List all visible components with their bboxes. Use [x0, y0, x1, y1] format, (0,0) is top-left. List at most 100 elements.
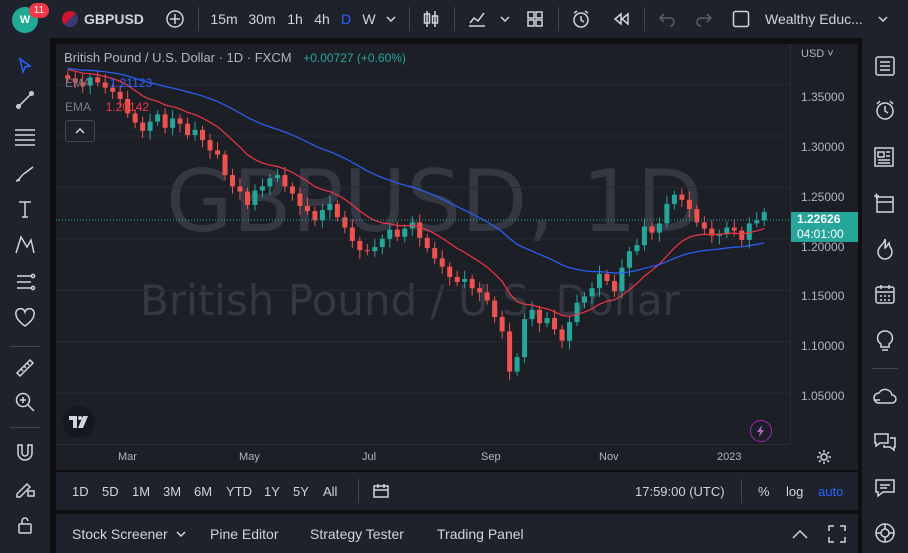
- legend-title[interactable]: British Pound / U.S. Dollar · 1D · FXCM: [64, 50, 292, 65]
- layout-selector[interactable]: Wealthy Educ...: [732, 0, 872, 38]
- lock-tool[interactable]: [0, 508, 50, 542]
- pattern-tool[interactable]: [0, 228, 50, 262]
- quick-action-button[interactable]: [750, 420, 772, 442]
- streams-button[interactable]: [862, 377, 908, 417]
- compare-button[interactable]: [162, 0, 188, 38]
- range-5d[interactable]: 5D: [102, 483, 119, 499]
- strategy-tester-tab[interactable]: Strategy Tester: [310, 525, 404, 542]
- chevron-down-icon: [500, 16, 510, 22]
- ideas-button[interactable]: [862, 321, 908, 361]
- help-button[interactable]: [862, 513, 908, 553]
- watchlist-button[interactable]: [862, 46, 908, 86]
- range-3m[interactable]: 3M: [163, 483, 182, 499]
- range-bar: 1D 5D 1M 3M 6M YTD 1Y 5Y All 17:59:00 (U…: [56, 472, 858, 510]
- redo-button[interactable]: [691, 0, 717, 38]
- stock-screener-tab[interactable]: Stock Screener: [72, 514, 186, 553]
- time-axis[interactable]: Mar May Jul Sep Nov 2023: [56, 444, 790, 470]
- interval-15m[interactable]: 15m: [210, 11, 238, 27]
- go-to-date-button[interactable]: [372, 472, 390, 510]
- candle: [499, 317, 505, 332]
- hotlists-button[interactable]: [862, 229, 908, 269]
- candle: [656, 223, 662, 233]
- candle: [72, 78, 78, 83]
- tradingview-logo[interactable]: [63, 406, 95, 438]
- price-axis[interactable]: USD ˅ 1.35000 1.30000 1.25000 1.20000 1.…: [790, 44, 858, 444]
- candle: [110, 87, 116, 92]
- range-ytd[interactable]: YTD: [226, 483, 252, 499]
- cursor-tool[interactable]: [0, 49, 50, 83]
- magnet-tool[interactable]: [0, 435, 50, 469]
- drawing-mode-tool[interactable]: [0, 471, 50, 505]
- candle: [125, 98, 131, 114]
- range-6m[interactable]: 6M: [194, 483, 213, 499]
- candle: [222, 154, 228, 176]
- measure-tool[interactable]: [0, 351, 50, 385]
- clock-timezone[interactable]: 17:59:00 (UTC): [635, 483, 725, 499]
- range-1y[interactable]: 1Y: [264, 483, 280, 499]
- brush-tool[interactable]: [0, 157, 50, 191]
- prediction-tool[interactable]: [0, 265, 50, 299]
- alert-button[interactable]: [568, 0, 594, 38]
- price-chart[interactable]: GBPUSD, 1D British Pound / U.S. Dollar: [56, 44, 858, 470]
- candle: [417, 222, 423, 238]
- range-1d[interactable]: 1D: [72, 483, 89, 499]
- undo-button[interactable]: [654, 0, 680, 38]
- symbol-search[interactable]: GBPUSD: [62, 0, 146, 38]
- candle: [619, 267, 625, 292]
- auto-scale-toggle[interactable]: auto: [818, 483, 844, 499]
- calendar-icon: [875, 285, 895, 304]
- news-button[interactable]: [862, 137, 908, 177]
- price-tick: 1.30000: [801, 140, 845, 154]
- trendline-tool[interactable]: [0, 83, 50, 117]
- collapse-legend-button[interactable]: [65, 120, 95, 142]
- chats-button[interactable]: [862, 422, 908, 462]
- candle: [559, 329, 565, 341]
- favorites-tool[interactable]: [0, 301, 50, 335]
- range-all[interactable]: All: [323, 483, 338, 499]
- undo-icon: [658, 13, 675, 27]
- layout-dropdown[interactable]: [875, 0, 891, 38]
- calendar-button[interactable]: [862, 274, 908, 314]
- interval-1h[interactable]: 1h: [287, 11, 303, 27]
- symbol-name: GBPUSD: [84, 11, 144, 27]
- ema-fast-legend[interactable]: EMA 1.21123: [65, 76, 152, 90]
- fib-tool[interactable]: [0, 120, 50, 154]
- ema-slow-legend[interactable]: EMA 1.20142: [65, 100, 149, 114]
- layout-square-icon: [732, 10, 750, 28]
- interval-30m[interactable]: 30m: [248, 11, 276, 27]
- chart-type-button[interactable]: [418, 0, 444, 38]
- candle: [349, 227, 355, 241]
- expand-panel-button[interactable]: [792, 514, 808, 553]
- text-tool[interactable]: [0, 192, 50, 226]
- currency-selector[interactable]: USD ˅: [801, 48, 834, 60]
- data-window-button[interactable]: [862, 183, 908, 223]
- range-1m[interactable]: 1M: [132, 483, 151, 499]
- price-tick: 1.20000: [801, 240, 845, 254]
- indicators-dropdown[interactable]: [497, 0, 513, 38]
- interval-d[interactable]: D: [340, 11, 352, 27]
- maximize-panel-button[interactable]: [828, 514, 846, 553]
- chevron-down-icon: [176, 530, 186, 537]
- percent-toggle[interactable]: %: [758, 483, 770, 499]
- replay-button[interactable]: [608, 0, 634, 38]
- chart-pane[interactable]: GBPUSD, 1D British Pound / U.S. Dollar B…: [56, 44, 858, 470]
- interval-dropdown[interactable]: [383, 0, 399, 38]
- interval-4h[interactable]: 4h: [314, 11, 330, 27]
- log-toggle[interactable]: log: [786, 483, 804, 499]
- alerts-button[interactable]: [862, 90, 908, 130]
- chart-settings-button[interactable]: [812, 446, 836, 468]
- interval-w[interactable]: W: [362, 11, 376, 27]
- redo-icon: [696, 13, 713, 27]
- zoom-tool[interactable]: [0, 385, 50, 419]
- candle: [589, 288, 595, 297]
- indicators-button[interactable]: [464, 0, 490, 38]
- candle: [319, 210, 325, 221]
- range-5y[interactable]: 5Y: [293, 483, 309, 499]
- price-tick: 1.35000: [801, 90, 845, 104]
- trading-panel-tab[interactable]: Trading Panel: [437, 525, 524, 542]
- notes-button[interactable]: [862, 468, 908, 508]
- pine-editor-tab[interactable]: Pine Editor: [210, 525, 279, 542]
- indicators-icon: [469, 12, 485, 27]
- alarm-clock-icon: [573, 10, 589, 28]
- layouts-button[interactable]: [522, 0, 548, 38]
